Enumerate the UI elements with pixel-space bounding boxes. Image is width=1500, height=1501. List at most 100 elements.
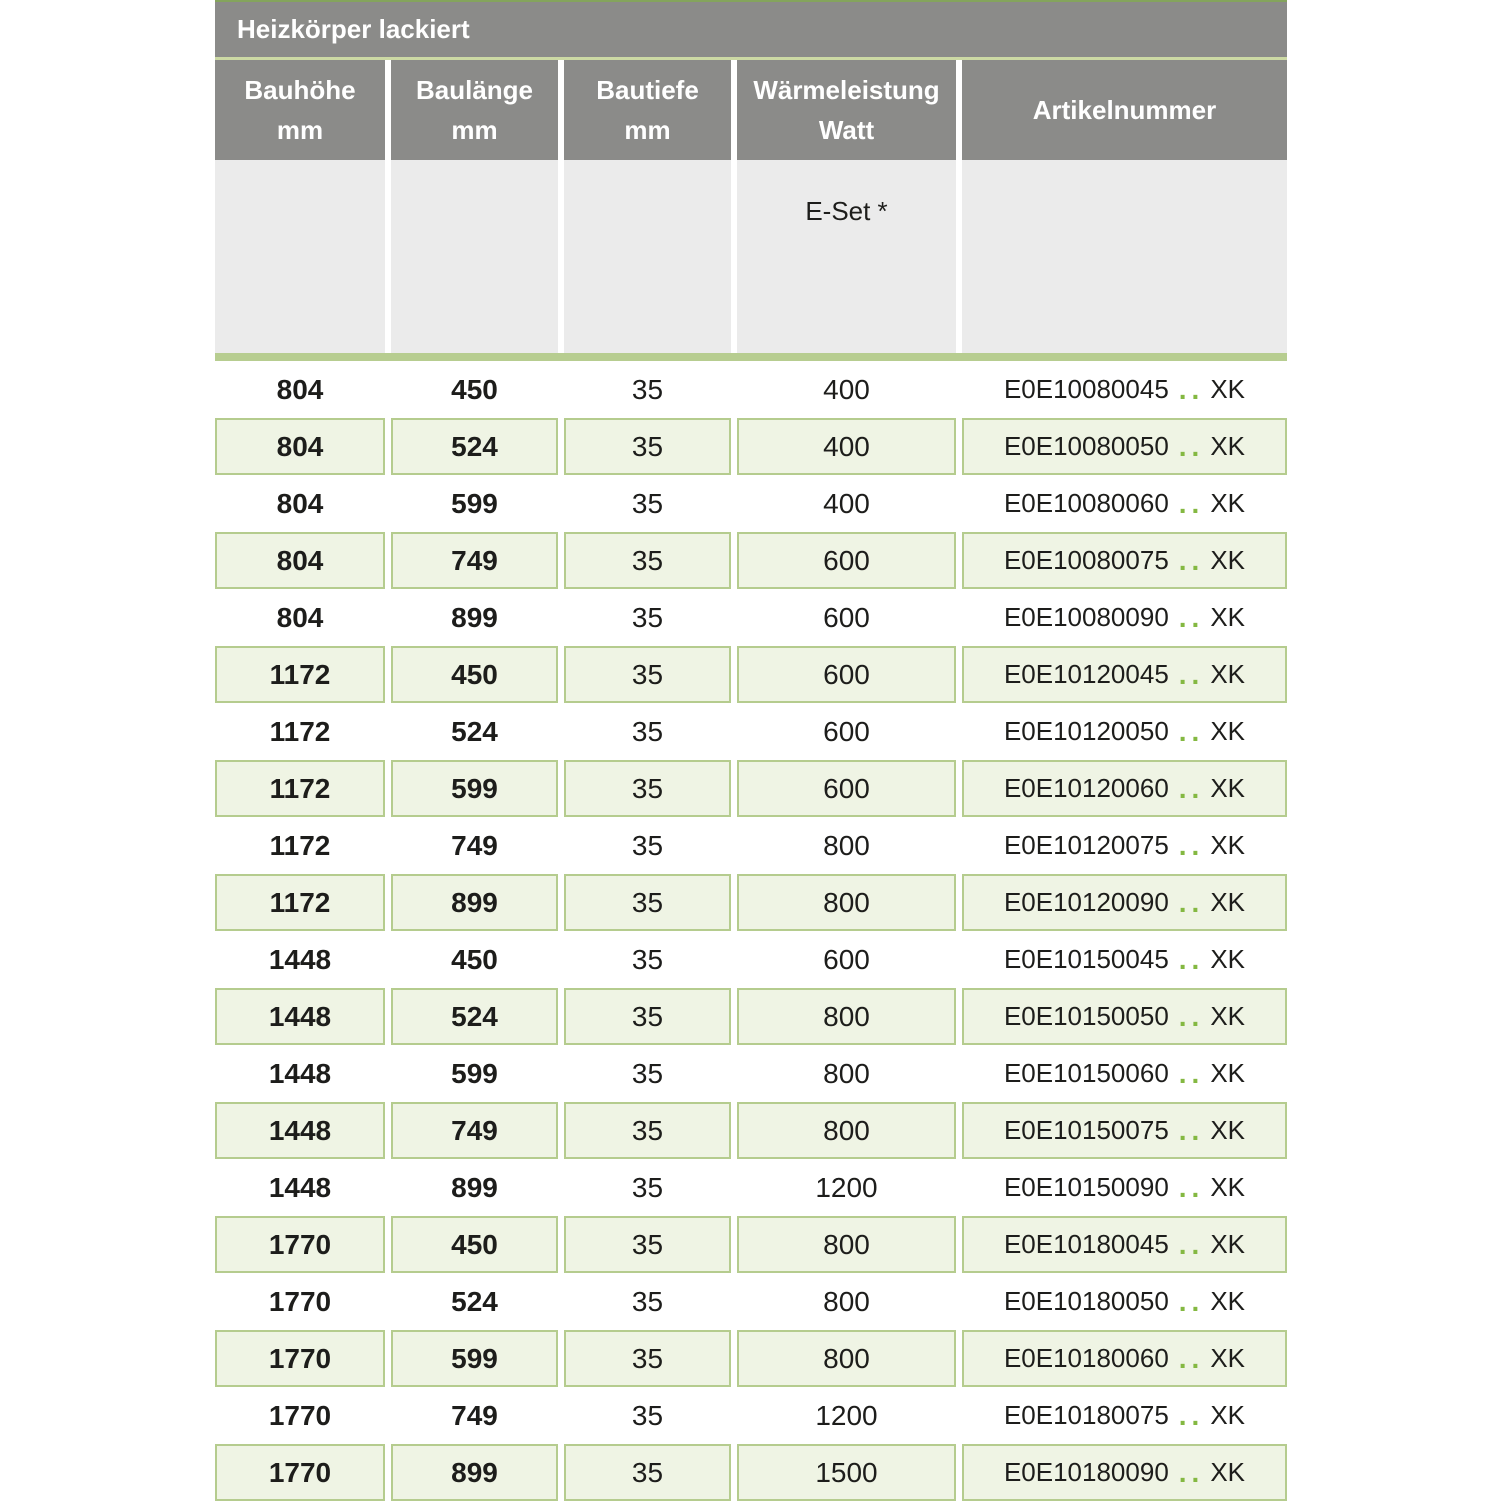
cell-artikelnummer: E0E10180090 .. XK <box>962 1444 1287 1501</box>
cell-bauhoehe: 1448 <box>215 1159 385 1216</box>
cell-artikelnummer: E0E10120050 .. XK <box>962 703 1287 760</box>
cell-waermeleistung: 1500 <box>737 1444 956 1501</box>
column-label: Artikelnummer <box>1032 95 1217 125</box>
artikel-suffix: XK <box>1210 488 1246 518</box>
artikel-code: E0E10180050 <box>1003 1286 1169 1316</box>
cell-baulaenge: 524 <box>391 418 558 475</box>
artikel-suffix: XK <box>1210 1229 1246 1259</box>
cell-baulaenge: 749 <box>391 1387 558 1444</box>
cell-waermeleistung: 600 <box>737 532 956 589</box>
cell-waermeleistung: 400 <box>737 418 956 475</box>
cell-bautiefe: 35 <box>564 1159 731 1216</box>
table-row: 1448 899 35 1200 E0E10150090 .. XK <box>215 1159 1287 1216</box>
artikel-code: E0E10120075 <box>1003 830 1169 860</box>
cell-waermeleistung: 1200 <box>737 1387 956 1444</box>
artikel-code: E0E10150090 <box>1003 1172 1169 1202</box>
artikel-suffix: XK <box>1210 602 1246 632</box>
table-row: 1172 599 35 600 E0E10120060 .. XK <box>215 760 1287 817</box>
artikel-suffix: XK <box>1210 1172 1246 1202</box>
table-row: 804 524 35 400 E0E10080050 .. XK <box>215 418 1287 475</box>
cell-artikelnummer: E0E10180075 .. XK <box>962 1387 1287 1444</box>
artikel-code: E0E10180045 <box>1003 1229 1169 1259</box>
cell-waermeleistung: 800 <box>737 1330 956 1387</box>
cell-waermeleistung: 800 <box>737 988 956 1045</box>
artikel-code: E0E10180060 <box>1003 1343 1169 1373</box>
cell-artikelnummer: E0E10120090 .. XK <box>962 874 1287 931</box>
cell-baulaenge: 599 <box>391 1330 558 1387</box>
cell-waermeleistung: 800 <box>737 1216 956 1273</box>
cell-baulaenge: 899 <box>391 874 558 931</box>
artikel-code: E0E10180090 <box>1003 1457 1169 1487</box>
cell-baulaenge: 899 <box>391 1159 558 1216</box>
column-unit: mm <box>624 115 671 145</box>
cell-artikelnummer: E0E10150060 .. XK <box>962 1045 1287 1102</box>
cell-bauhoehe: 1172 <box>215 646 385 703</box>
artikel-placeholder-dots: .. <box>1178 1057 1205 1089</box>
cell-baulaenge: 450 <box>391 646 558 703</box>
cell-bautiefe: 35 <box>564 646 731 703</box>
table-row: 1770 749 35 1200 E0E10180075 .. XK <box>215 1387 1287 1444</box>
artikel-suffix: XK <box>1210 1286 1246 1316</box>
artikel-suffix: XK <box>1210 1343 1246 1373</box>
artikel-suffix: XK <box>1210 1457 1246 1487</box>
cell-bauhoehe: 1172 <box>215 817 385 874</box>
cell-bauhoehe: 804 <box>215 361 385 418</box>
cell-bautiefe: 35 <box>564 418 731 475</box>
artikel-placeholder-dots: .. <box>1178 1171 1205 1203</box>
artikel-code: E0E10080050 <box>1003 431 1169 461</box>
artikel-placeholder-dots: .. <box>1178 487 1205 519</box>
column-header-row: Bauhöhe mm Baulänge mm Bautiefe mm Wärme… <box>215 60 1287 160</box>
cell-artikelnummer: E0E10150090 .. XK <box>962 1159 1287 1216</box>
artikel-placeholder-dots: .. <box>1178 544 1205 576</box>
artikel-suffix: XK <box>1210 1115 1246 1145</box>
column-label: Wärmeleistung <box>753 75 940 105</box>
table-row: 804 450 35 400 E0E10080045 .. XK <box>215 361 1287 418</box>
artikel-code: E0E10150075 <box>1003 1115 1169 1145</box>
product-spec-table: Heizkörper lackiert Bauhöhe mm Baulänge … <box>215 0 1287 1501</box>
table-title-bar: Heizkörper lackiert <box>215 2 1287 57</box>
cell-artikelnummer: E0E10120060 .. XK <box>962 760 1287 817</box>
table-body: 804 450 35 400 E0E10080045 .. XK 804 524… <box>215 361 1287 1501</box>
artikel-code: E0E10120090 <box>1003 887 1169 917</box>
column-unit: mm <box>276 115 324 145</box>
cell-bautiefe: 35 <box>564 532 731 589</box>
artikel-suffix: XK <box>1210 830 1246 860</box>
subheader-cell-bautiefe <box>564 160 731 353</box>
cell-bauhoehe: 1448 <box>215 931 385 988</box>
header-separator-band <box>215 353 1287 361</box>
cell-baulaenge: 749 <box>391 532 558 589</box>
artikel-placeholder-dots: .. <box>1178 1456 1205 1488</box>
cell-bauhoehe: 804 <box>215 532 385 589</box>
cell-artikelnummer: E0E10080050 .. XK <box>962 418 1287 475</box>
artikel-placeholder-dots: .. <box>1178 1000 1205 1032</box>
artikel-code: E0E10080060 <box>1003 488 1169 518</box>
artikel-placeholder-dots: .. <box>1178 829 1205 861</box>
cell-bauhoehe: 1172 <box>215 874 385 931</box>
cell-bautiefe: 35 <box>564 1045 731 1102</box>
artikel-placeholder-dots: .. <box>1178 715 1205 747</box>
artikel-code: E0E10150045 <box>1003 944 1169 974</box>
artikel-suffix: XK <box>1210 944 1246 974</box>
cell-artikelnummer: E0E10120045 .. XK <box>962 646 1287 703</box>
artikel-placeholder-dots: .. <box>1178 886 1205 918</box>
table-row: 1172 899 35 800 E0E10120090 .. XK <box>215 874 1287 931</box>
artikel-code: E0E10150060 <box>1003 1058 1169 1088</box>
artikel-suffix: XK <box>1210 374 1246 404</box>
cell-bauhoehe: 1770 <box>215 1444 385 1501</box>
cell-artikelnummer: E0E10150050 .. XK <box>962 988 1287 1045</box>
eset-label: E-Set * <box>805 196 888 226</box>
cell-waermeleistung: 400 <box>737 361 956 418</box>
cell-bautiefe: 35 <box>564 1387 731 1444</box>
column-label: Baulänge <box>415 75 534 105</box>
artikel-placeholder-dots: .. <box>1178 1285 1205 1317</box>
cell-bautiefe: 35 <box>564 475 731 532</box>
artikel-suffix: XK <box>1210 1400 1246 1430</box>
cell-waermeleistung: 800 <box>737 1045 956 1102</box>
artikel-code: E0E10080090 <box>1003 602 1169 632</box>
cell-baulaenge: 599 <box>391 475 558 532</box>
cell-bautiefe: 35 <box>564 1444 731 1501</box>
cell-bautiefe: 35 <box>564 1216 731 1273</box>
cell-baulaenge: 599 <box>391 1045 558 1102</box>
cell-artikelnummer: E0E10150075 .. XK <box>962 1102 1287 1159</box>
cell-baulaenge: 899 <box>391 589 558 646</box>
